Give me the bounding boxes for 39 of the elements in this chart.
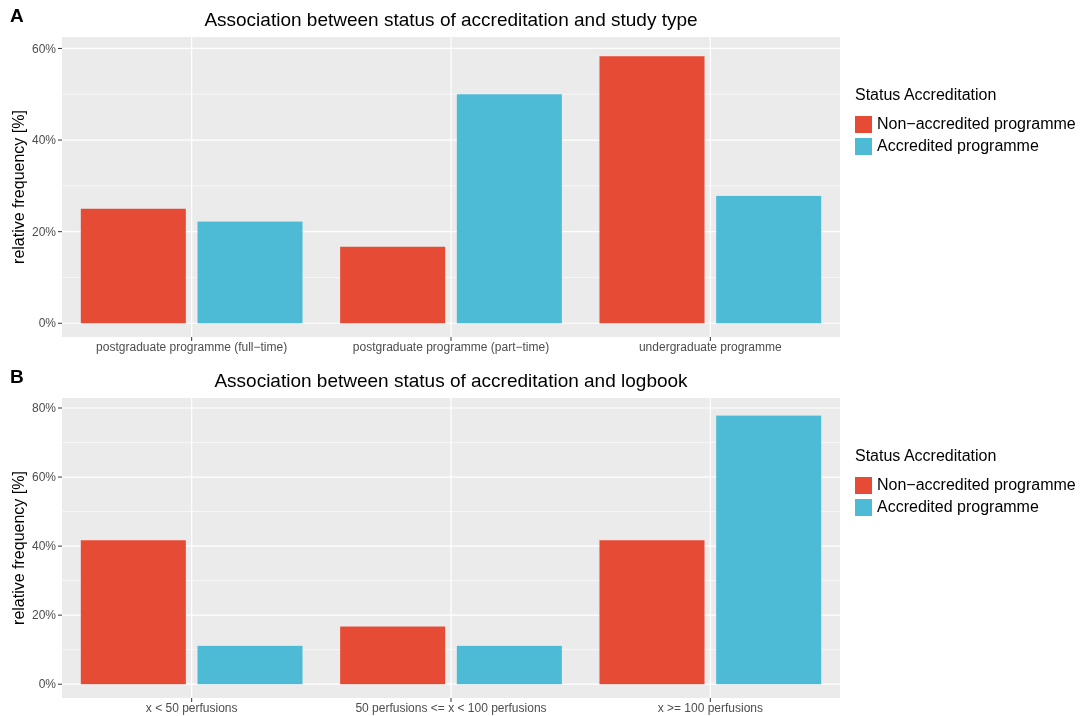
x-tick-label: x < 50 perfusions: [145, 701, 238, 715]
bar: [340, 626, 446, 685]
legend-title: Status Accreditation: [855, 447, 997, 464]
legend-label: Non−accredited programme: [877, 115, 1076, 132]
x-tick-label: x >= 100 perfusions: [657, 701, 764, 715]
y-tick-label: 40%: [31, 133, 57, 148]
bar: [716, 415, 822, 685]
bar: [456, 645, 562, 685]
y-tick-label: 80%: [31, 401, 57, 416]
y-tick-label: 0%: [38, 677, 57, 692]
legend-label: Non−accredited programme: [877, 476, 1076, 493]
y-tick-label: 20%: [31, 608, 57, 623]
text: A: [10, 5, 24, 26]
legend-title: Status Accreditation: [855, 86, 997, 103]
y-axis-title: relative frequency [%]: [10, 471, 27, 625]
y-axis-title: relative frequency [%]: [10, 110, 27, 264]
bar: [456, 94, 562, 324]
bar: [197, 645, 303, 685]
bar: [80, 540, 186, 685]
y-tick-label: 60%: [31, 41, 57, 56]
y-tick-label: 60%: [31, 470, 57, 485]
chart-title: Association between status of accreditation and logbook: [214, 370, 689, 391]
bar: [80, 208, 186, 324]
x-tick-label: postgraduate programme (full−time): [96, 340, 288, 354]
x-tick-label: undergraduate programme: [638, 340, 783, 354]
y-tick-label: 20%: [31, 224, 57, 239]
bar: [599, 540, 705, 685]
chart-title: Association between status of accreditation and study type: [204, 9, 698, 30]
x-tick-label: 50 perfusions <= x < 100 perfusions: [355, 701, 547, 715]
legend-label: Accredited programme: [877, 498, 1039, 515]
x-tick-label: postgraduate programme (part−time): [352, 340, 550, 354]
y-tick-label: 0%: [38, 316, 57, 331]
bar: [197, 221, 303, 324]
text: B: [10, 366, 24, 387]
y-tick-label: 40%: [31, 539, 57, 554]
bar: [340, 246, 446, 324]
bar: [716, 195, 822, 324]
bar: [599, 56, 705, 324]
legend-label: Accredited programme: [877, 137, 1039, 154]
